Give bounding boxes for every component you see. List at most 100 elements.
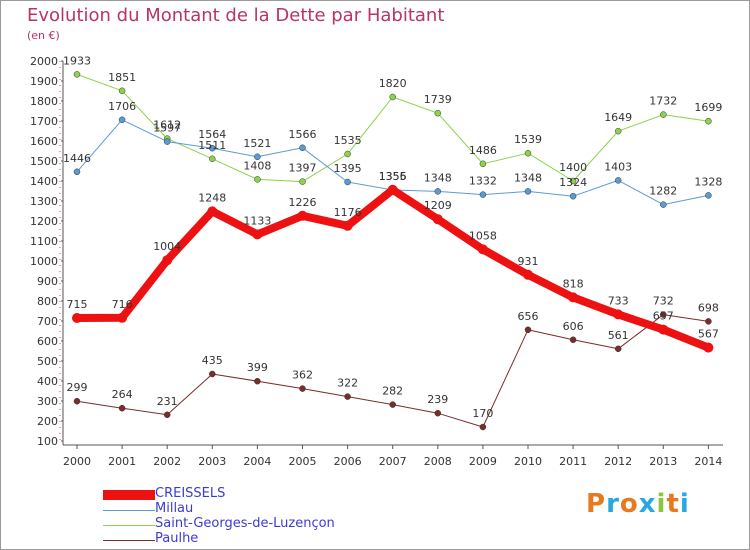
data-label-creissels: 1176: [334, 206, 362, 219]
data-label-saint-georges-de-luzen-on: 1612: [153, 119, 181, 132]
data-point-creissels: [703, 342, 714, 353]
x-tick-label: 2007: [379, 455, 407, 468]
data-label-saint-georges-de-luzen-on: 1739: [424, 93, 452, 106]
logo-letter: r: [606, 489, 620, 519]
data-point-creissels: [297, 210, 308, 221]
data-point-creissels: [72, 313, 82, 323]
logo-letter: o: [619, 489, 639, 519]
data-point-paulhe: [163, 411, 171, 419]
data-label-creissels: 1133: [243, 214, 271, 227]
data-point-paulhe: [479, 423, 487, 431]
data-point-millau: [660, 201, 667, 208]
data-point-saint-georges-de-luzen-on: [118, 87, 126, 95]
data-point-creissels: [613, 309, 624, 320]
data-label-millau: 1446: [63, 152, 91, 165]
x-tick-label: 2014: [694, 455, 722, 468]
data-point-millau: [479, 191, 487, 198]
data-point-paulhe: [299, 385, 306, 392]
data-label-paulhe: 561: [608, 329, 629, 342]
data-label-saint-georges-de-luzen-on: 1699: [694, 101, 722, 114]
y-tick-label: 800: [37, 295, 58, 308]
data-point-saint-georges-de-luzen-on: [660, 111, 667, 118]
data-label-saint-georges-de-luzen-on: 1408: [243, 159, 271, 172]
data-point-creissels: [117, 312, 128, 323]
data-label-millau: 1403: [604, 160, 632, 173]
x-tick-label: 2011: [559, 455, 587, 468]
axes: 100 200 300 400 500 600 700 800 900 1000 1100 1200 1…: [30, 55, 723, 468]
data-label-creissels: 1356: [379, 170, 407, 183]
data-point-paulhe: [344, 393, 351, 400]
data-point-paulhe: [660, 311, 667, 318]
data-label-paulhe: 282: [382, 385, 403, 398]
x-tick-label: 2012: [604, 455, 632, 468]
logo-letter: t: [666, 489, 680, 519]
data-label-creissels: 567: [698, 328, 719, 341]
data-label-paulhe: 231: [157, 395, 178, 408]
data-point-saint-georges-de-luzen-on: [389, 93, 396, 101]
data-label-paulhe: 399: [247, 361, 268, 374]
data-point-paulhe: [254, 377, 261, 385]
legend-label-saint-georges-de-luzen-on: Saint-Georges-de-Luzençon: [155, 516, 335, 531]
logo-letter: x: [638, 489, 657, 519]
x-tick-label: 2003: [198, 455, 226, 468]
data-label-creissels: 1226: [289, 196, 317, 209]
data-label-saint-georges-de-luzen-on: 1486: [469, 144, 497, 157]
data-label-paulhe: 170: [472, 407, 493, 420]
data-point-millau: [299, 144, 306, 152]
x-tick-label: 2006: [334, 455, 362, 468]
data-point-saint-georges-de-luzen-on: [299, 178, 306, 185]
data-label-creissels: 1248: [198, 191, 226, 204]
data-point-millau: [569, 192, 577, 200]
y-tick-label: 400: [37, 375, 58, 388]
y-tick-label: 1300: [30, 195, 58, 208]
legend-label-paulhe: Paulhe: [155, 531, 199, 546]
data-label-paulhe: 606: [563, 320, 584, 333]
data-label-paulhe: 362: [292, 369, 313, 382]
legend-swatch-paulhe: [103, 539, 155, 541]
data-point-creissels: [387, 184, 398, 195]
data-point-saint-georges-de-luzen-on: [705, 117, 712, 125]
logo-letter: P: [586, 489, 607, 519]
data-label-millau: 1348: [424, 171, 452, 184]
y-tick-label: 1500: [30, 155, 58, 168]
y-tick-label: 1700: [30, 115, 58, 128]
data-label-millau: 1332: [469, 175, 497, 188]
x-tick-label: 2000: [63, 455, 91, 468]
data-point-creissels: [342, 220, 353, 231]
data-label-creissels: 1004: [153, 240, 181, 253]
y-tick-label: 700: [37, 315, 58, 328]
y-tick-label: 500: [37, 355, 58, 368]
x-tick-label: 2001: [108, 455, 136, 468]
data-label-millau: 1324: [559, 176, 587, 189]
chart-title: Evolution du Montant de la Dette par Hab…: [27, 5, 445, 26]
data-point-saint-georges-de-luzen-on: [524, 149, 532, 157]
data-label-paulhe: 698: [698, 301, 719, 314]
y-tick-label: 200: [37, 415, 58, 428]
data-point-millau: [73, 168, 81, 176]
data-point-paulhe: [389, 401, 396, 408]
data-label-millau: 1395: [334, 162, 362, 175]
data-label-creissels: 931: [518, 255, 539, 268]
data-point-saint-georges-de-luzen-on: [434, 109, 442, 117]
data-label-creissels: 1209: [424, 199, 452, 212]
y-tick-label: 1600: [30, 135, 58, 148]
data-point-creissels: [162, 255, 173, 266]
data-label-saint-georges-de-luzen-on: 1649: [604, 111, 632, 124]
data-point-creissels: [477, 244, 488, 255]
data-label-millau: 1328: [694, 175, 722, 188]
legend-label-millau: Millau: [155, 501, 194, 516]
data-label-millau: 1355: [379, 170, 407, 183]
data-label-millau: 1348: [514, 171, 542, 184]
data-label-saint-georges-de-luzen-on: 1511: [198, 139, 226, 152]
data-point-saint-georges-de-luzen-on: [614, 127, 622, 135]
x-tick-label: 2009: [469, 455, 497, 468]
data-point-creissels: [252, 229, 263, 240]
data-label-creissels: 657: [653, 310, 674, 323]
y-tick-label: 900: [37, 275, 58, 288]
data-point-millau: [209, 144, 216, 152]
data-label-paulhe: 435: [202, 354, 223, 367]
y-tick-label: 1000: [30, 255, 58, 268]
y-tick-label: 300: [37, 395, 58, 408]
data-point-paulhe: [569, 336, 577, 344]
